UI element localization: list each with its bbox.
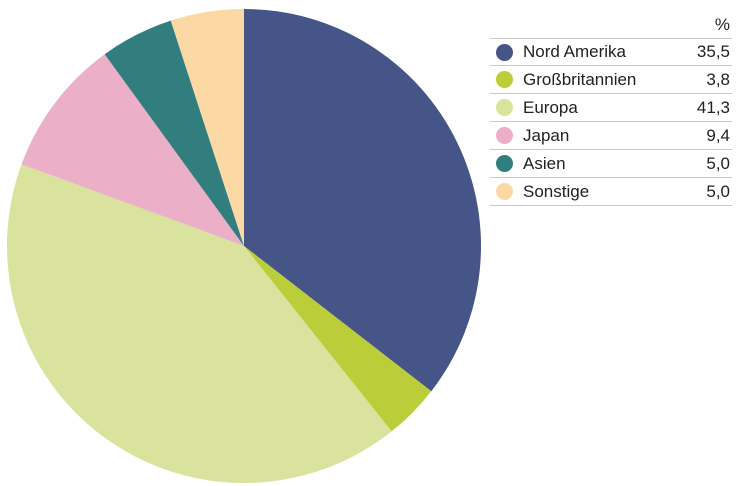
legend: % Nord Amerika 35,5 Großbritannien 3,8 Europ… (490, 12, 732, 206)
legend-label: Japan (523, 125, 570, 145)
legend-value: 5,0 (706, 153, 730, 173)
legend-item-sonstige: Sonstige 5,0 (490, 178, 732, 206)
legend-item-gro-britannien: Großbritannien 3,8 (490, 66, 732, 94)
legend-swatch (496, 127, 513, 144)
pie-slice-sonstige (170, 9, 244, 246)
legend-item-europa: Europa 41,3 (490, 94, 732, 122)
legend-swatch (496, 183, 513, 200)
legend-item-nord-amerika: Nord Amerika 35,5 (490, 38, 732, 66)
legend-label: Sonstige (523, 181, 590, 201)
pie-slice-asien (104, 20, 245, 246)
legend-label: Nord Amerika (523, 42, 626, 61)
legend-item-japan: Japan 9,4 (490, 122, 732, 150)
pie-slice-gro-britannien (244, 246, 432, 432)
legend-swatch (496, 99, 513, 116)
legend-value: 3,8 (706, 69, 730, 89)
legend-label: Europa (523, 97, 578, 117)
legend-label: Großbritannien (523, 69, 637, 89)
legend-swatch (496, 155, 513, 172)
legend-value: 41,3 (696, 97, 730, 117)
pie-slice-japan (21, 54, 244, 247)
legend-item-asien: Asien 5,0 (490, 150, 732, 178)
legend-swatch (496, 43, 513, 61)
legend-value: 35,5 (696, 42, 730, 61)
legend-unit-header: % (714, 15, 730, 34)
legend-value: 9,4 (706, 125, 730, 145)
legend-value: 5,0 (706, 181, 730, 201)
pie-slice-europa (6, 164, 392, 483)
pie-slice-nord-amerika (244, 9, 481, 392)
legend-swatch (496, 71, 513, 88)
legend-label: Asien (523, 153, 566, 173)
legend-rows: Nord Amerika 35,5 Großbritannien 3,8 Europa 4… (490, 38, 732, 206)
